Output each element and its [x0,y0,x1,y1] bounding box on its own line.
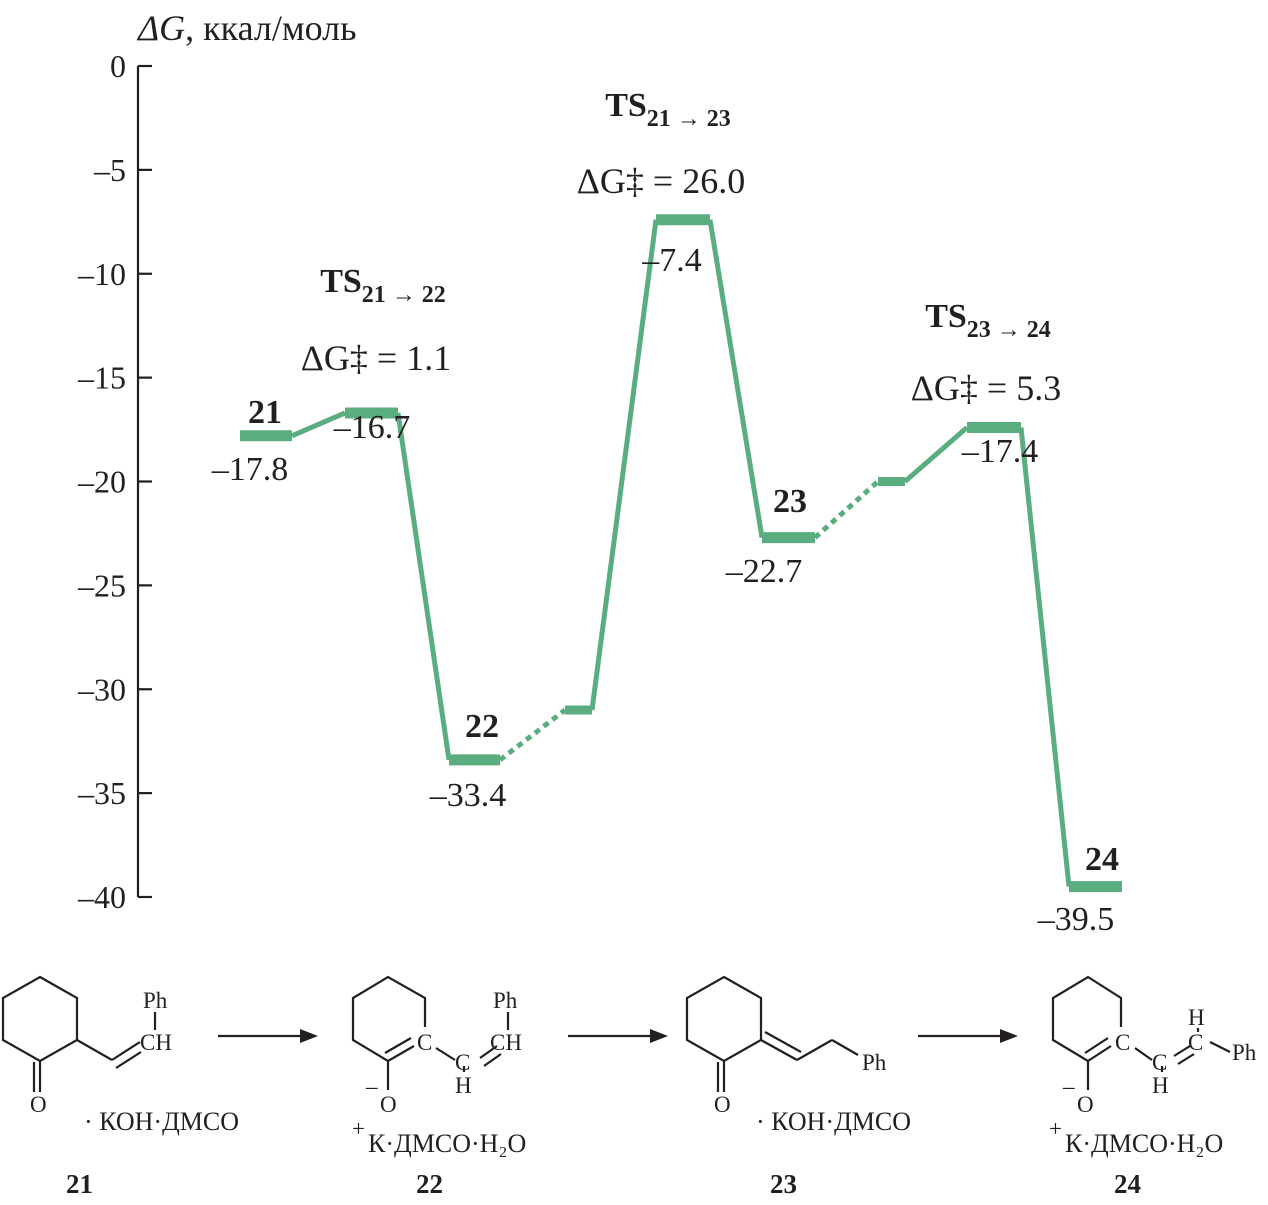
reaction-arrow-2 [568,1029,668,1043]
y-tick-label: –25 [77,567,126,603]
ts-subscript: 21 → 22 [362,282,446,308]
compound-number-21: 21 [66,1169,93,1199]
atom-h: H [455,1073,472,1098]
structure-22 [351,975,510,1090]
atom-o: O [714,1092,731,1117]
atom-ch: CH [490,1030,522,1055]
ts-main: TS [320,263,362,300]
adduct-21: · КОН·ДМСО [84,1107,239,1136]
atom-ph: Ph [862,1050,887,1075]
ts-main: TS [925,298,967,335]
atom-ph: Ph [1232,1040,1257,1065]
connector-23-i23_24 [813,479,880,540]
cation-charge: + [1049,1116,1062,1141]
y-axis-title: ΔG, ккал/моль [136,8,357,48]
atom-ch: CH [140,1030,172,1055]
atom-o: O [1077,1092,1094,1117]
atom-ph: Ph [493,988,518,1013]
y-tick-label: –10 [77,256,126,292]
minus-sign: – [365,1074,378,1099]
compound-number-22: 22 [416,1169,443,1199]
y-axis: 0 –5 –10 –15 –20 –25 –30 –35 –40 [77,48,152,915]
y-tick-label: –15 [77,360,126,396]
reaction-arrow-3 [918,1029,1018,1043]
species-label-21: 21 [248,394,282,431]
y-tick-label: –5 [93,152,126,188]
ts-subscript: 21 → 23 [647,106,731,132]
minus-sign: – [1062,1074,1075,1099]
y-tick-label: –40 [77,879,126,915]
value-label-ts23_24: –17.4 [961,433,1039,470]
profile-connectors [291,219,1072,887]
value-label-21: –17.8 [211,451,289,488]
structure-24 [1051,975,1231,1090]
compound-number-23: 23 [770,1169,797,1199]
connector-ts21_22-22 [395,412,452,761]
adduct-22: К·ДМСО·Н₂О [368,1129,526,1158]
atom-c: C [1188,1030,1203,1055]
scheme-labels: Ph CH O · КОН·ДМСО 21 Ph CH C C H – O + … [30,988,1257,1199]
atom-h: H [1188,1005,1205,1030]
atom-c: C [417,1030,432,1055]
species-label-22: 22 [465,708,499,745]
atom-o: O [380,1092,397,1117]
atom-c: C [1115,1030,1130,1055]
y-tick-label: 0 [110,48,126,84]
reaction-scheme [1,975,1231,1092]
value-label-ts21_22: –16.7 [333,409,411,446]
y-axis-unit: , ккал/моль [185,8,356,48]
structure-21 [1,975,157,1092]
y-tick-label: –35 [77,775,126,811]
barrier-label-ts21_22: ΔG‡ = 1.1 [301,338,451,378]
ts-label-ts23_24: TS23 → 24 [925,298,1051,343]
ts-main: TS [605,87,647,124]
connector-ts21_23-23 [707,219,765,538]
adduct-23: · КОН·ДМСО [756,1107,911,1136]
y-axis-symbol: ΔG [136,8,185,48]
connector-i22_23-ts21_23 [589,219,659,711]
species-label-23: 23 [773,483,807,520]
atom-h: H [1152,1073,1169,1098]
connector-i23_24-ts23_24 [903,425,969,484]
connector-21-ts21_22 [291,410,346,439]
ts-subscript: 23 → 24 [967,317,1051,343]
species-label-24: 24 [1085,841,1119,878]
value-label-22: –33.4 [429,777,507,814]
cation-charge: + [352,1116,365,1141]
compound-number-24: 24 [1114,1169,1141,1199]
value-label-23: –22.7 [725,553,803,590]
atom-c: C [1152,1050,1167,1075]
y-tick-label: –30 [77,671,126,707]
adduct-24: К·ДМСО·Н₂О [1065,1129,1223,1158]
reaction-arrow-1 [218,1029,318,1043]
structure-23 [685,975,859,1092]
ts-label-ts21_23: TS21 → 23 [605,87,731,132]
value-label-ts21_23: –7.4 [641,242,702,279]
connector-ts23_24-24 [1018,427,1072,887]
barrier-label-ts21_23: ΔG‡ = 26.0 [577,161,745,201]
ts-label-ts21_22: TS21 → 22 [320,263,446,308]
atom-o: O [30,1092,47,1117]
y-tick-label: –20 [77,464,126,500]
energy-levels [240,214,1122,893]
connector-22-i22_23 [498,708,567,762]
value-label-24: –39.5 [1037,901,1115,938]
barrier-label-ts23_24: ΔG‡ = 5.3 [911,368,1061,408]
atom-c: C [455,1050,470,1075]
atom-ph: Ph [143,988,168,1013]
